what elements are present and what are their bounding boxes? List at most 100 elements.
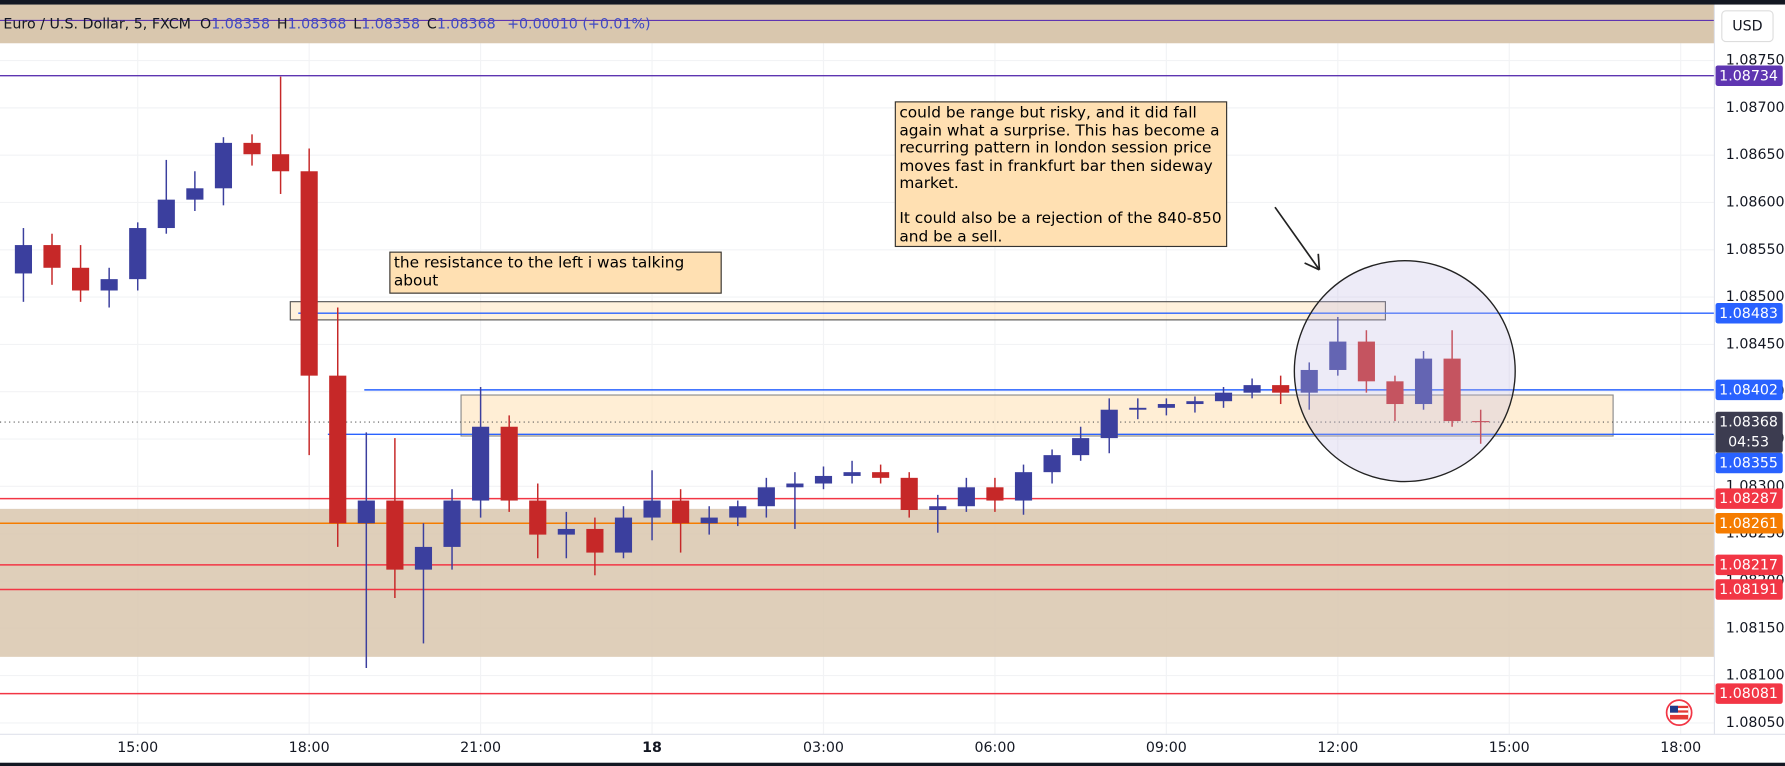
candle-body bbox=[1329, 341, 1347, 370]
candle-body bbox=[729, 506, 747, 518]
ohlc-values: O1.08358 H1.08368 L1.08358 C1.08368 bbox=[200, 15, 503, 32]
candle-body bbox=[157, 199, 175, 229]
price-label: 1.08261 bbox=[1719, 516, 1778, 532]
price-label-box bbox=[1715, 683, 1783, 704]
price-label-box bbox=[1715, 513, 1783, 534]
x-tick-label: 12:00 bbox=[1317, 740, 1358, 756]
y-tick-label: 1.08700 bbox=[1726, 100, 1785, 116]
bottom-edge bbox=[0, 762, 1785, 766]
y-tick-label: 1.08450 bbox=[1726, 336, 1785, 352]
candle-body bbox=[786, 483, 804, 488]
annotation-text: the resistance to the left i was talking… bbox=[393, 253, 685, 290]
arrow-head bbox=[1304, 253, 1321, 271]
flag-stripe bbox=[1670, 708, 1689, 711]
arrow-shaft bbox=[1274, 206, 1321, 271]
price-label-box bbox=[1715, 452, 1783, 474]
candle-body bbox=[100, 279, 118, 291]
x-tick-label: 18 bbox=[642, 740, 662, 756]
candle-body bbox=[129, 228, 147, 280]
candle-body bbox=[700, 517, 718, 524]
price-label-box bbox=[1715, 411, 1783, 453]
candle-body bbox=[1100, 409, 1118, 439]
price-label-box bbox=[1715, 554, 1783, 576]
ohlc-key: O bbox=[199, 14, 212, 32]
price-label-box bbox=[1715, 65, 1783, 86]
candle-body bbox=[43, 245, 61, 268]
price-label: 1.08217 bbox=[1719, 557, 1778, 573]
price-label: 1.08191 bbox=[1719, 582, 1778, 598]
candle-body bbox=[414, 546, 433, 570]
flag-stripe bbox=[1670, 712, 1689, 715]
candle-body bbox=[1300, 369, 1318, 393]
candle-body bbox=[72, 267, 90, 291]
legend-header: Euro / U.S. Dollar, 5, FXCM O 1.08358 H1.0… bbox=[3, 15, 657, 32]
candle-body bbox=[929, 506, 947, 511]
candle-body bbox=[1243, 385, 1261, 393]
candle-body bbox=[557, 528, 575, 535]
ohlc-key: H bbox=[276, 14, 288, 32]
flag-icon bbox=[1665, 699, 1693, 727]
x-tick-label: 03:00 bbox=[803, 740, 844, 756]
candle-body bbox=[243, 142, 261, 155]
change: +0.00010 (+0.01%) bbox=[507, 14, 651, 32]
ohlc-key: L bbox=[353, 14, 362, 32]
price-label: 1.08287 bbox=[1719, 491, 1778, 507]
candle-body bbox=[1043, 455, 1061, 473]
highlight-circle bbox=[1293, 260, 1516, 483]
candle-body bbox=[1214, 392, 1233, 402]
candle-body bbox=[643, 500, 661, 518]
candle-body bbox=[872, 472, 890, 478]
candle-body bbox=[1157, 404, 1175, 408]
price-label: 1.08402 bbox=[1719, 382, 1778, 398]
candle-body bbox=[1386, 381, 1404, 405]
y-tick-label: 1.08600 bbox=[1726, 194, 1785, 210]
candle-body bbox=[1186, 401, 1204, 405]
price-label-box bbox=[1715, 579, 1783, 600]
y-tick-label: 1.08750 bbox=[1726, 53, 1785, 69]
price-label: 1.08355 bbox=[1719, 456, 1778, 472]
candle-body bbox=[1472, 421, 1490, 423]
ohlc-key: C bbox=[426, 14, 437, 32]
price-label-box bbox=[1715, 379, 1783, 401]
price-label: 1.08483 bbox=[1719, 306, 1778, 322]
currency-button[interactable]: USD bbox=[1721, 10, 1774, 43]
ohlc-value: 1.08368 bbox=[287, 14, 347, 32]
resistance-box bbox=[289, 301, 1386, 321]
price-label: 1.08081 bbox=[1719, 686, 1778, 702]
y-tick-label: 1.08650 bbox=[1726, 147, 1785, 163]
annotation: the resistance to the left i was talking… bbox=[389, 251, 722, 294]
candle-body bbox=[472, 426, 490, 501]
candle-body bbox=[986, 487, 1004, 501]
ohlc-value: 1.08358 bbox=[361, 14, 421, 32]
x-tick-label: 15:00 bbox=[1489, 740, 1530, 756]
candles bbox=[14, 76, 1490, 669]
y-tick-label: 1.08500 bbox=[1726, 289, 1785, 305]
candle-body bbox=[357, 500, 375, 524]
candle-body bbox=[672, 500, 690, 524]
top-edge bbox=[0, 0, 1785, 5]
candle-body bbox=[614, 517, 633, 553]
candle-body bbox=[1129, 407, 1147, 410]
x-tick-label: 18:00 bbox=[289, 740, 330, 756]
candle-body bbox=[386, 500, 404, 570]
countdown: 04:53 bbox=[1728, 435, 1769, 451]
candle-body bbox=[814, 475, 833, 484]
y-tick-label: 1.08100 bbox=[1726, 668, 1785, 684]
candle-body bbox=[14, 245, 33, 274]
x-tick-label: 09:00 bbox=[1146, 740, 1187, 756]
axis-labels: 1.080501.081001.081501.082001.082501.083… bbox=[117, 53, 1784, 756]
top-zone bbox=[0, 4, 1715, 44]
candle-body bbox=[1014, 472, 1033, 501]
symbol: Euro / U.S. Dollar, 5, FXCM bbox=[3, 14, 191, 32]
candle-body bbox=[900, 477, 918, 511]
x-tick-label: 06:00 bbox=[974, 740, 1015, 756]
candle-body bbox=[500, 426, 518, 501]
candle-body bbox=[443, 500, 461, 547]
annotation-text: could be range but risky, and it did fal… bbox=[899, 103, 1220, 193]
price-label-box bbox=[1715, 488, 1783, 509]
candle-body bbox=[1072, 438, 1090, 456]
candle-body bbox=[214, 142, 233, 189]
